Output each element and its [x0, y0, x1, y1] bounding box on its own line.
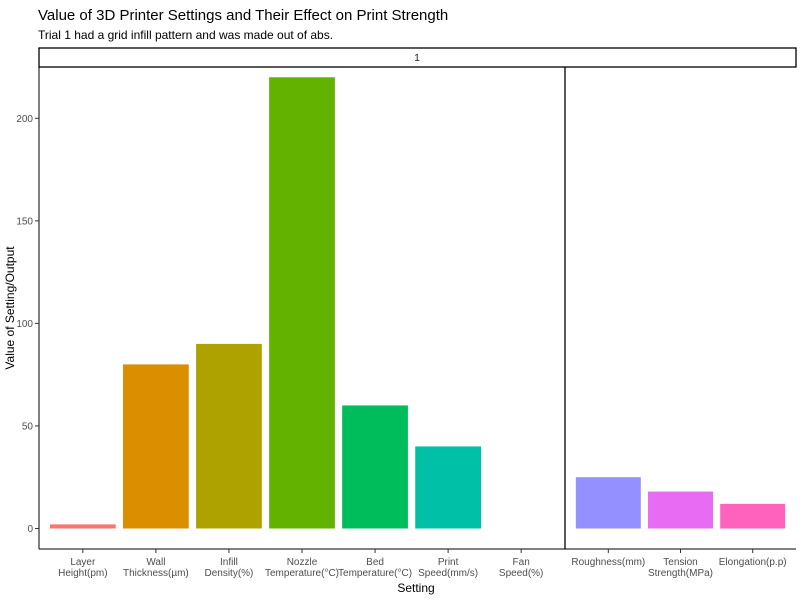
y-axis-title: Value of Setting/Output — [3, 246, 17, 370]
bar-outputs-0 — [575, 477, 641, 529]
x-tick-label-outputs-2: Elongation(p.p) — [719, 557, 787, 568]
bar-settings-3 — [269, 77, 335, 529]
bar-settings-4 — [342, 405, 408, 529]
bar-settings-5 — [415, 446, 481, 529]
x-tick-label-outputs-1: Tension Strength(MPa) — [648, 557, 713, 579]
facet-strip: 1 — [38, 47, 797, 68]
x-tick-label-settings-3: Nozzle Temperature(°C) — [265, 557, 339, 579]
x-tick-label-settings-4: Bed Temperature(°C) — [338, 557, 412, 579]
y-tick-label-1: 50 — [22, 421, 34, 432]
x-tick-label-settings-6: Fan Speed(%) — [499, 557, 543, 579]
facet-strip-label: 1 — [414, 53, 420, 64]
x-axis-title: Setting — [397, 581, 434, 595]
chart-subtitle: Trial 1 had a grid infill pattern and wa… — [38, 28, 333, 42]
x-tick-label-outputs-0: Roughness(mm) — [571, 557, 645, 568]
x-tick-label-settings-1: Wall Thickness(µm) — [123, 557, 189, 579]
x-axis-ticks: Layer Height(pm) Wall Thickness(µm) Infill De… — [58, 549, 787, 579]
y-tick-label-3: 150 — [16, 216, 33, 227]
x-tick-label-settings-0: Layer Height(pm) — [58, 557, 107, 579]
bar-settings-2 — [196, 343, 262, 529]
x-tick-label-settings-5: Print Speed(mm/s) — [418, 557, 478, 579]
facet-strip-box — [38, 47, 797, 68]
y-tick-label-0: 0 — [27, 524, 33, 535]
bar-outputs-1 — [648, 491, 713, 529]
y-tick-label-2: 100 — [16, 319, 33, 330]
chart-title: Value of 3D Printer Settings and Their E… — [38, 7, 448, 24]
x-tick-label-settings-2: Infill Density(%) — [204, 557, 253, 579]
y-axis-ticks: 0 50 100 150 200 — [16, 114, 39, 535]
bar-settings-0 — [49, 524, 116, 529]
bars — [49, 77, 786, 529]
y-tick-label-4: 200 — [16, 114, 33, 125]
bar-settings-1 — [123, 364, 189, 529]
bar-outputs-2 — [720, 503, 786, 529]
